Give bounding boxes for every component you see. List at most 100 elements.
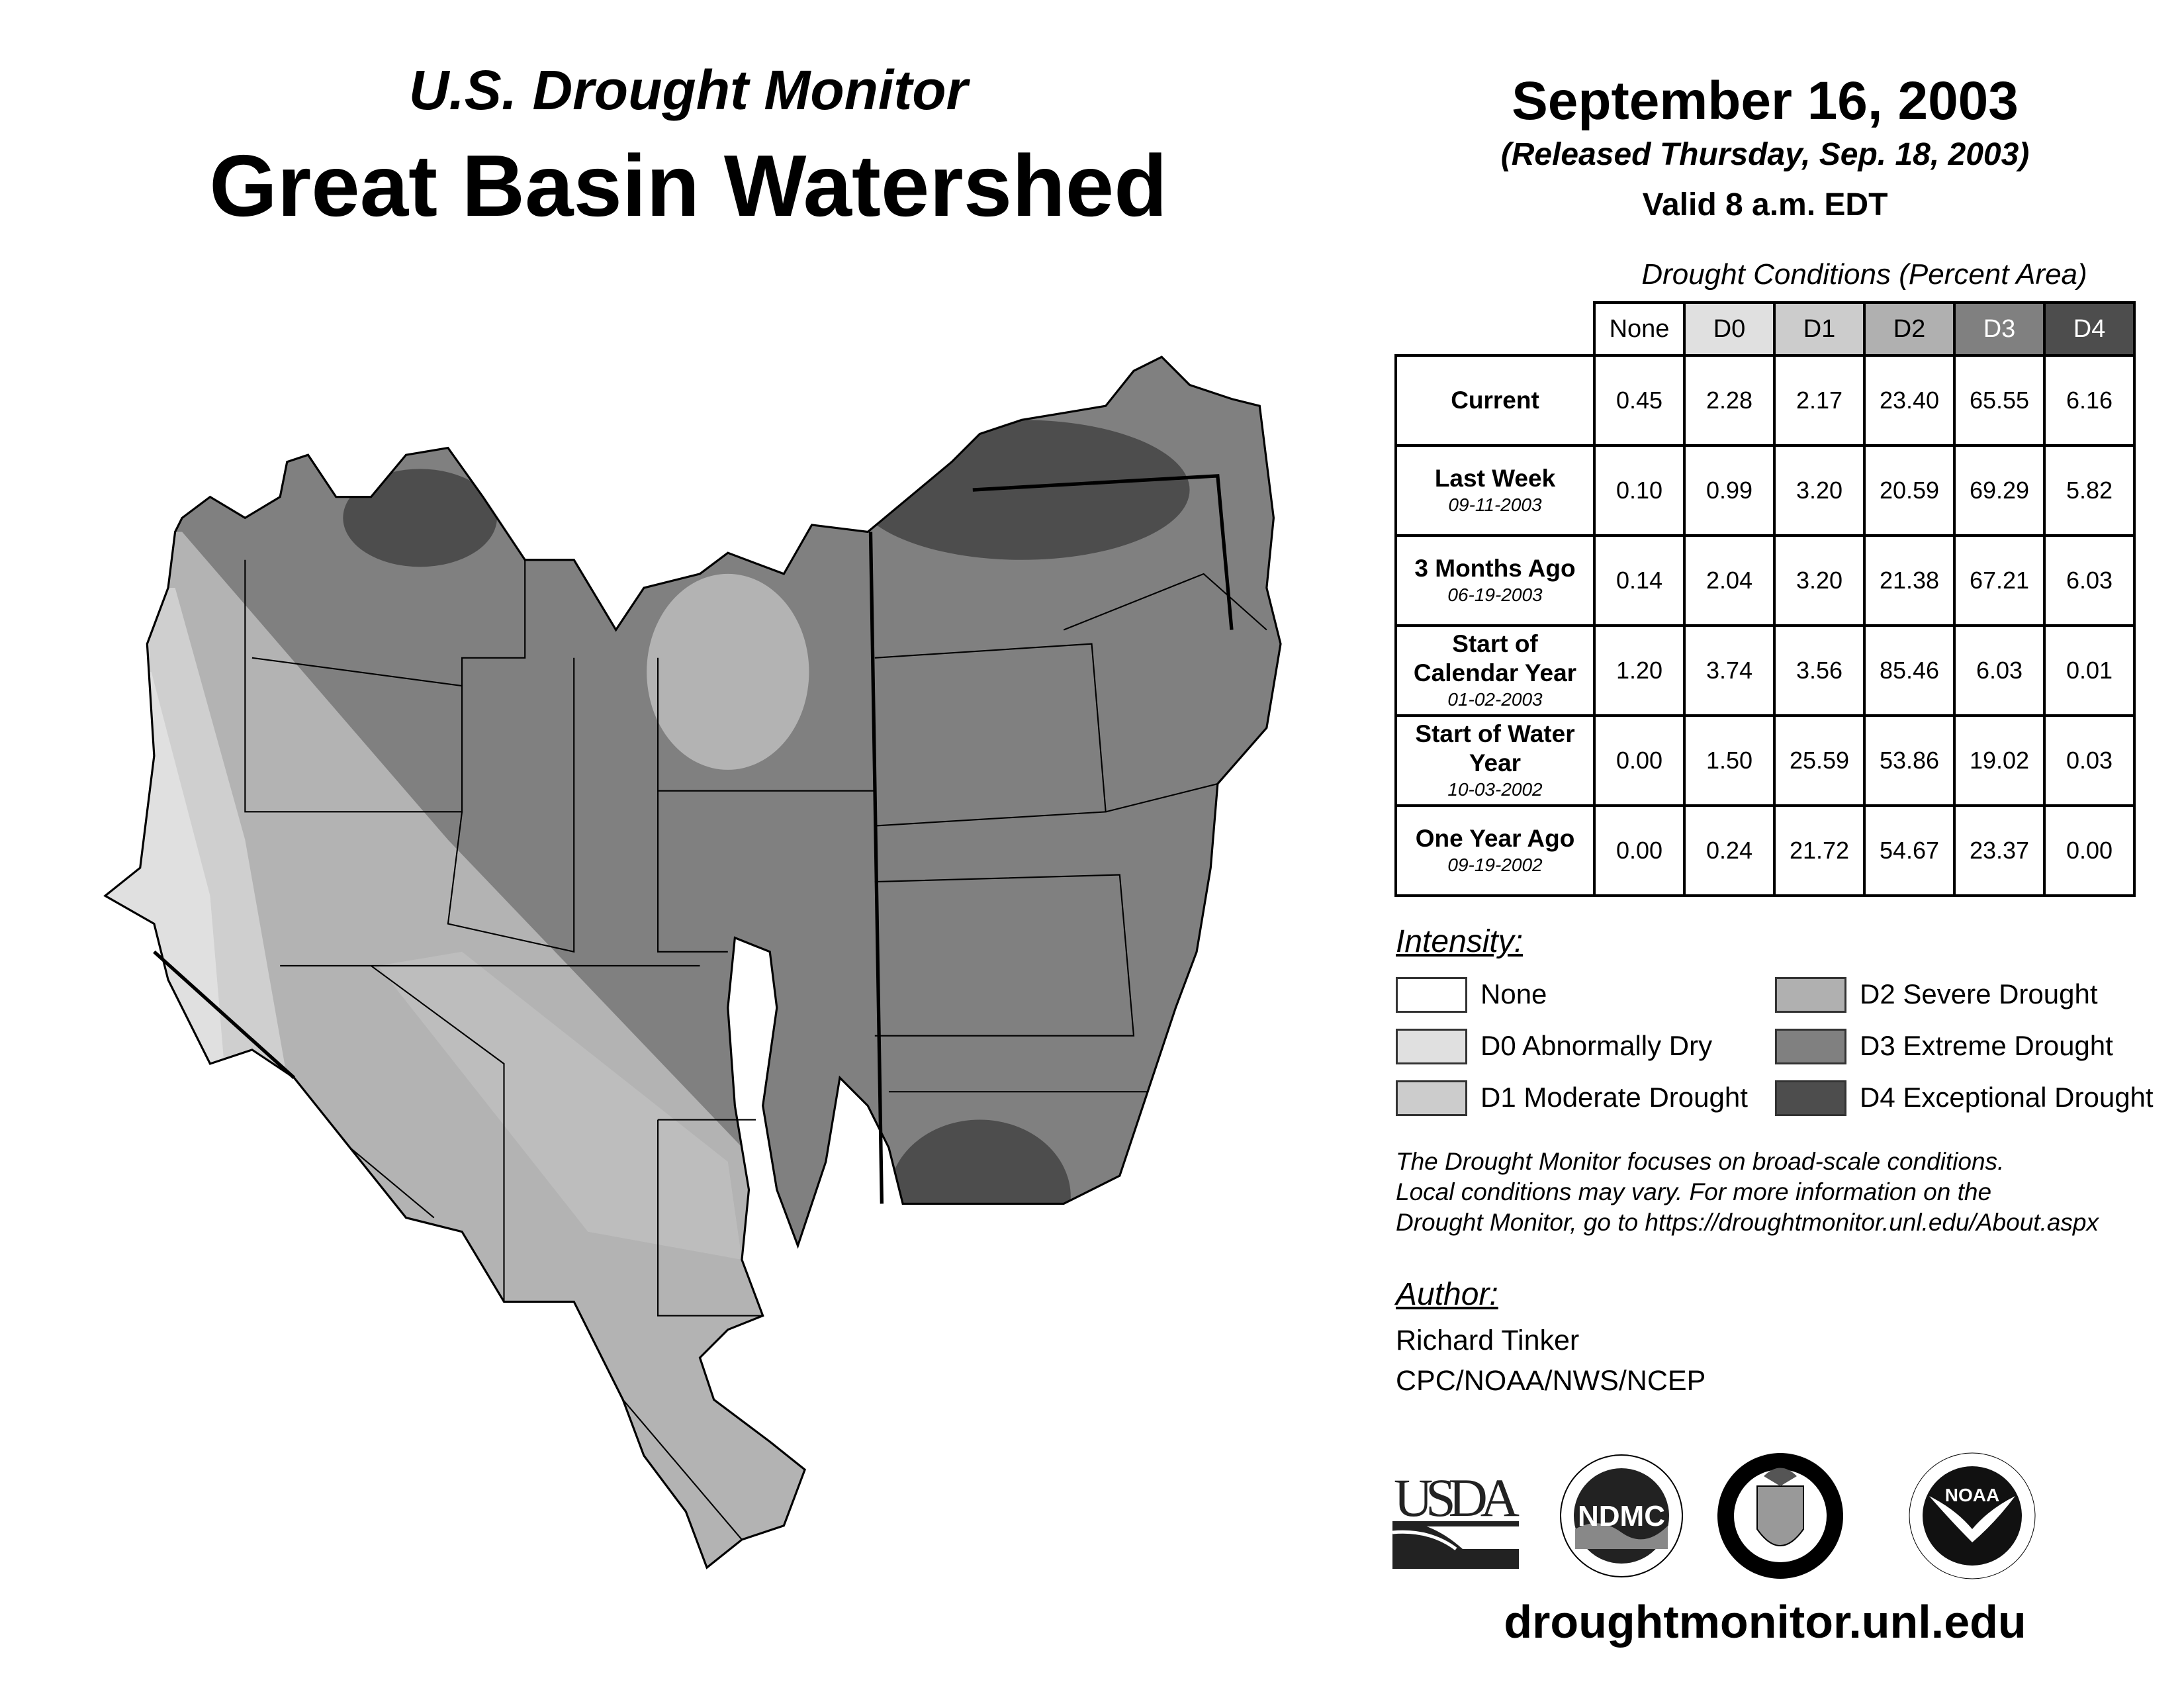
col-d0: D0 — [1683, 301, 1776, 357]
cell-d2: 53.86 — [1863, 714, 1956, 807]
col-d1: D1 — [1773, 301, 1866, 357]
svg-text:NOAA: NOAA — [1945, 1485, 1999, 1505]
legend-label: D3 Extreme Drought — [1860, 1030, 2113, 1061]
cell-d2: 20.59 — [1863, 444, 1956, 537]
legend-title: Intensity: — [1396, 924, 1524, 959]
usda-logo: USDA — [1392, 1468, 1520, 1569]
cell-d3: 23.37 — [1953, 804, 2046, 897]
row-label-text: One Year Ago — [1415, 825, 1575, 852]
cell-none: 1.20 — [1593, 624, 1686, 717]
table-row: Current 0.45 2.28 2.17 23.40 65.55 6.16 — [1394, 354, 2136, 447]
d4-area-north — [343, 469, 497, 567]
cell-d3: 65.55 — [1953, 354, 2046, 447]
ndmc-logo: NDMC — [1560, 1454, 1683, 1577]
legend-swatch — [1396, 1080, 1467, 1116]
row-date: 06-19-2003 — [1447, 585, 1543, 605]
cell-d2: 23.40 — [1863, 354, 1956, 447]
cell-d0: 2.28 — [1683, 354, 1776, 447]
agency-logos: USDA NDMC NOAA — [1392, 1452, 2036, 1579]
basin-outline — [103, 355, 1282, 1570]
cell-d4: 0.01 — [2043, 624, 2136, 717]
author-block: Richard Tinker CPC/NOAA/NWS/NCEP — [1396, 1321, 1706, 1401]
cell-d3: 6.03 — [1953, 624, 2046, 717]
table-header-row: None D0 D1 D2 D3 D4 — [1396, 301, 2136, 357]
cell-d4: 0.00 — [2043, 804, 2136, 897]
row-date: 09-19-2002 — [1447, 855, 1543, 875]
cell-d0: 0.99 — [1683, 444, 1776, 537]
header-blank — [1396, 303, 1594, 357]
commerce-seal-logo — [1717, 1453, 1843, 1579]
cell-d4: 6.03 — [2043, 534, 2136, 627]
d2-oval — [647, 573, 809, 770]
legend-swatch — [1775, 1080, 1846, 1116]
cell-d2: 21.38 — [1863, 534, 1956, 627]
cell-d1: 2.17 — [1773, 354, 1866, 447]
cell-d4: 6.16 — [2043, 354, 2136, 447]
row-label: One Year Ago 09-19-2002 — [1394, 804, 1596, 897]
cell-d3: 67.21 — [1953, 534, 2046, 627]
cell-d4: 0.03 — [2043, 714, 2136, 807]
legend-swatch — [1396, 977, 1467, 1013]
row-label-text: Start of Water Year — [1415, 720, 1575, 776]
boundary-lines — [244, 559, 1267, 1540]
cell-d0: 0.24 — [1683, 804, 1776, 897]
row-date: 10-03-2002 — [1447, 779, 1543, 800]
disclaimer-note: The Drought Monitor focuses on broad-sca… — [1396, 1147, 2183, 1238]
author-heading: Author: — [1396, 1277, 1498, 1312]
release-date: (Released Thursday, Sep. 18, 2003) — [1500, 137, 2030, 172]
cell-d1: 25.59 — [1773, 714, 1866, 807]
legend-label: D0 Abnormally Dry — [1480, 1030, 1713, 1061]
cell-none: 0.00 — [1593, 714, 1686, 807]
cell-none: 0.14 — [1593, 534, 1686, 627]
table-row: 3 Months Ago 06-19-2003 0.14 2.04 3.20 21.38 6… — [1394, 534, 2136, 627]
map-date: September 16, 2003 — [1512, 71, 2019, 131]
state-lines — [153, 474, 1234, 1204]
col-d3: D3 — [1953, 301, 2046, 357]
cell-d1: 3.20 — [1773, 444, 1866, 537]
noaa-logo: NOAA — [1909, 1452, 2036, 1579]
col-d2: D2 — [1863, 301, 1956, 357]
row-label-text: Current — [1451, 387, 1539, 414]
cell-d3: 19.02 — [1953, 714, 2046, 807]
row-label-text: Start of Calendar Year — [1413, 630, 1577, 686]
legend-label: None — [1480, 978, 1547, 1009]
cell-d0: 2.04 — [1683, 534, 1776, 627]
d4-area-south — [888, 1119, 1071, 1274]
drought-map — [103, 355, 1282, 1570]
table-row: One Year Ago 09-19-2002 0.00 0.24 21.72 54.67… — [1394, 804, 2136, 897]
legend-label: D2 Severe Drought — [1860, 978, 2098, 1009]
cell-d2: 54.67 — [1863, 804, 1956, 897]
row-date: 01-02-2003 — [1447, 689, 1543, 710]
table-row: Last Week 09-11-2003 0.10 0.99 3.20 20.59 69.2… — [1394, 444, 2136, 537]
row-label: Last Week 09-11-2003 — [1394, 444, 1596, 537]
col-none: None — [1593, 301, 1686, 357]
drought-conditions-table: None D0 D1 D2 D3 D4 Current 0.45 2.28 2.17 2… — [1394, 301, 2136, 897]
map-title: Great Basin Watershed — [209, 137, 1167, 234]
row-label: Start of Calendar Year 01-02-2003 — [1394, 624, 1596, 717]
note-line: Drought Monitor, go to https://droughtmo… — [1396, 1209, 2099, 1236]
legend-swatch — [1775, 1029, 1846, 1064]
row-label-text: Last Week — [1434, 465, 1556, 492]
legend-swatch — [1775, 977, 1846, 1013]
cell-d3: 69.29 — [1953, 444, 2046, 537]
note-line: The Drought Monitor focuses on broad-sca… — [1396, 1148, 2005, 1175]
row-label: Current — [1394, 354, 1596, 447]
valid-time: Valid 8 a.m. EDT — [1642, 187, 1888, 222]
cell-none: 0.10 — [1593, 444, 1686, 537]
author-name: Richard Tinker — [1396, 1325, 1580, 1356]
note-line: Local conditions may vary. For more info… — [1396, 1178, 1992, 1205]
cell-none: 0.00 — [1593, 804, 1686, 897]
row-label: 3 Months Ago 06-19-2003 — [1394, 534, 1596, 627]
row-date: 09-11-2003 — [1448, 494, 1542, 515]
table-row: Start of Calendar Year 01-02-2003 1.20 3.74… — [1394, 624, 2136, 717]
website-url[interactable]: droughtmonitor.unl.edu — [1504, 1596, 2026, 1648]
col-d4: D4 — [2043, 301, 2136, 357]
map-subtitle: U.S. Drought Monitor — [408, 59, 968, 121]
row-label-text: 3 Months Ago — [1414, 555, 1576, 582]
cell-d2: 85.46 — [1863, 624, 1956, 717]
author-org: CPC/NOAA/NWS/NCEP — [1396, 1365, 1706, 1397]
cell-d1: 21.72 — [1773, 804, 1866, 897]
table-caption: Drought Conditions (Percent Area) — [1641, 258, 2087, 291]
svg-text:USDA: USDA — [1394, 1468, 1520, 1528]
cell-d4: 5.82 — [2043, 444, 2136, 537]
